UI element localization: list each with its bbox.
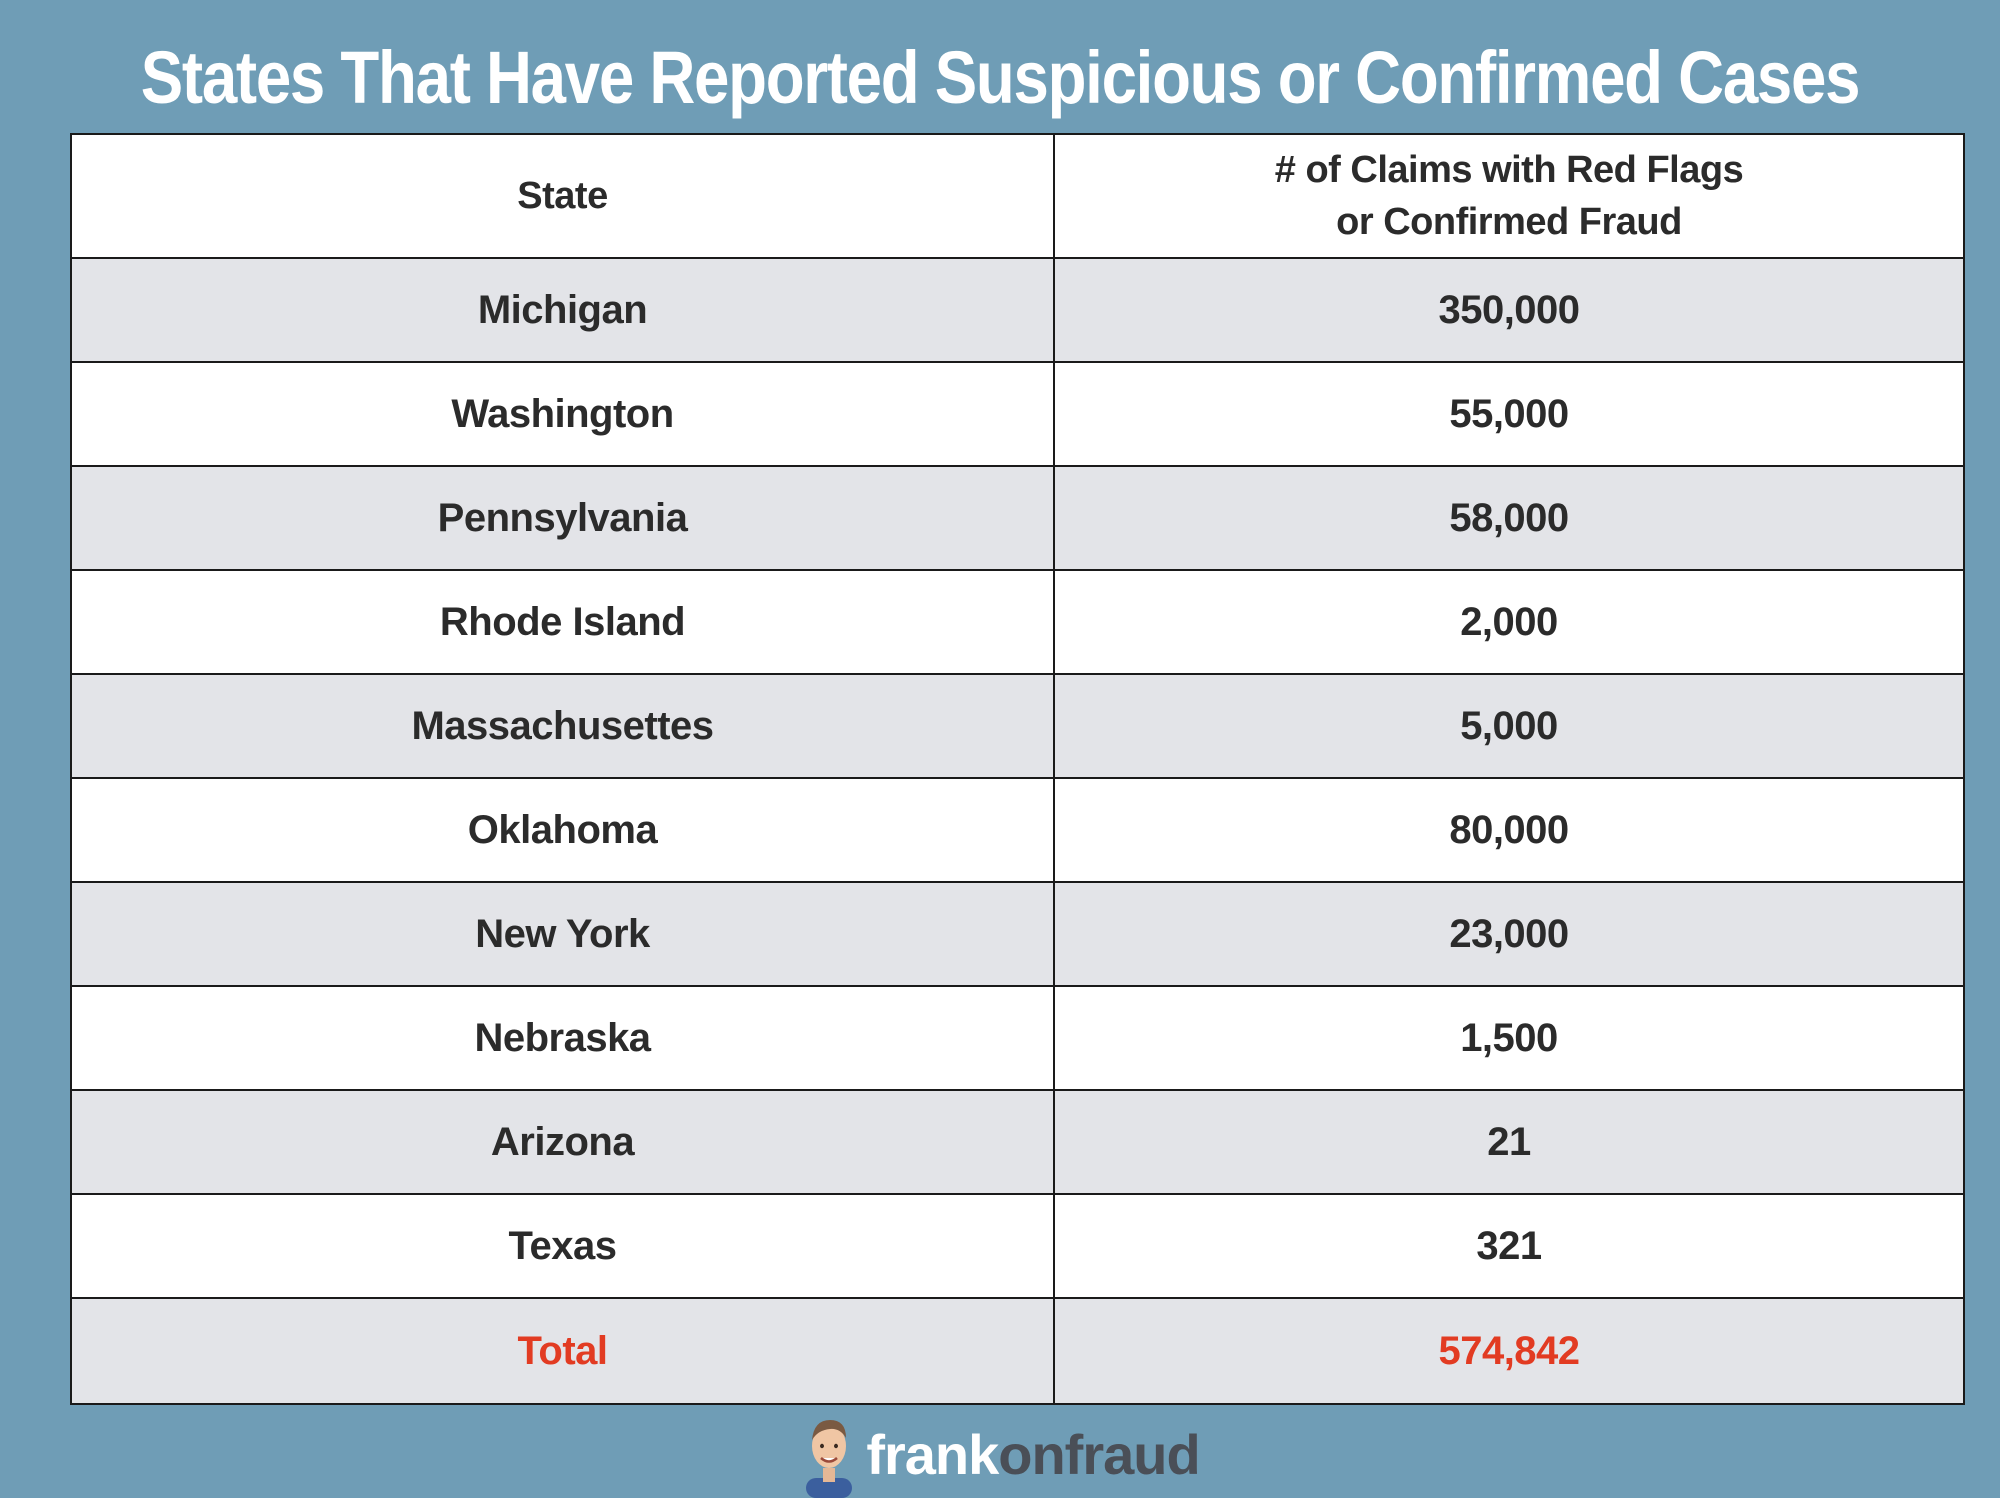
claims-table: State # of Claims with Red Flags or Conf…	[70, 133, 1965, 1405]
claims-cell: 23,000	[1449, 911, 1569, 956]
header-claims-line1: # of Claims with Red Flags	[1274, 149, 1744, 191]
table-row: Rhode Island 2,000	[72, 571, 1963, 675]
footer: frankonfraud	[0, 1412, 2000, 1498]
claims-cell: 80,000	[1449, 807, 1569, 852]
state-cell: Texas	[72, 1195, 1055, 1297]
claims-cell: 1,500	[1460, 1015, 1558, 1060]
state-cell: Michigan	[72, 259, 1055, 361]
brand-wordmark-frank: frank	[866, 1423, 999, 1486]
table-row: Arizona 21	[72, 1091, 1963, 1195]
state-cell: Nebraska	[72, 987, 1055, 1089]
table-row: New York 23,000	[72, 883, 1963, 987]
table-row: Michigan 350,000	[72, 259, 1963, 363]
claims-cell: 21	[1487, 1119, 1531, 1164]
state-cell: Washington	[72, 363, 1055, 465]
brand-logo: frankonfraud	[800, 1412, 1201, 1498]
table-row: Massachusettes 5,000	[72, 675, 1963, 779]
table-row: Oklahoma 80,000	[72, 779, 1963, 883]
table-row: Washington 55,000	[72, 363, 1963, 467]
claims-cell: 350,000	[1438, 287, 1580, 332]
state-cell: Pennsylvania	[72, 467, 1055, 569]
header-claims-line2: or Confirmed Fraud	[1336, 201, 1682, 243]
person-avatar-icon	[806, 1420, 853, 1498]
page-title: States That Have Reported Suspicious or …	[140, 36, 1861, 119]
state-cell: Massachusettes	[72, 675, 1055, 777]
state-cell: Oklahoma	[72, 779, 1055, 881]
state-cell: Rhode Island	[72, 571, 1055, 673]
claims-cell: 321	[1476, 1223, 1542, 1268]
claims-cell: 2,000	[1460, 599, 1558, 644]
brand-wordmark: frankonfraud	[866, 1420, 1200, 1490]
total-label: Total	[72, 1299, 1055, 1403]
header-claims: # of Claims with Red Flags or Confirmed …	[1055, 135, 1963, 257]
claims-cell: 5,000	[1460, 703, 1558, 748]
header-state: State	[72, 135, 1055, 257]
total-claims: 574,842	[1438, 1328, 1580, 1373]
table-row: Pennsylvania 58,000	[72, 467, 1963, 571]
claims-cell: 58,000	[1449, 495, 1569, 540]
table-total-row: Total 574,842	[72, 1299, 1963, 1403]
table-row: Texas 321	[72, 1195, 1963, 1299]
table-header-row: State # of Claims with Red Flags or Conf…	[72, 135, 1963, 259]
claims-cell: 55,000	[1449, 391, 1569, 436]
state-cell: New York	[72, 883, 1055, 985]
brand-wordmark-onfraud: onfraud	[998, 1423, 1200, 1486]
table-row: Nebraska 1,500	[72, 987, 1963, 1091]
state-cell: Arizona	[72, 1091, 1055, 1193]
